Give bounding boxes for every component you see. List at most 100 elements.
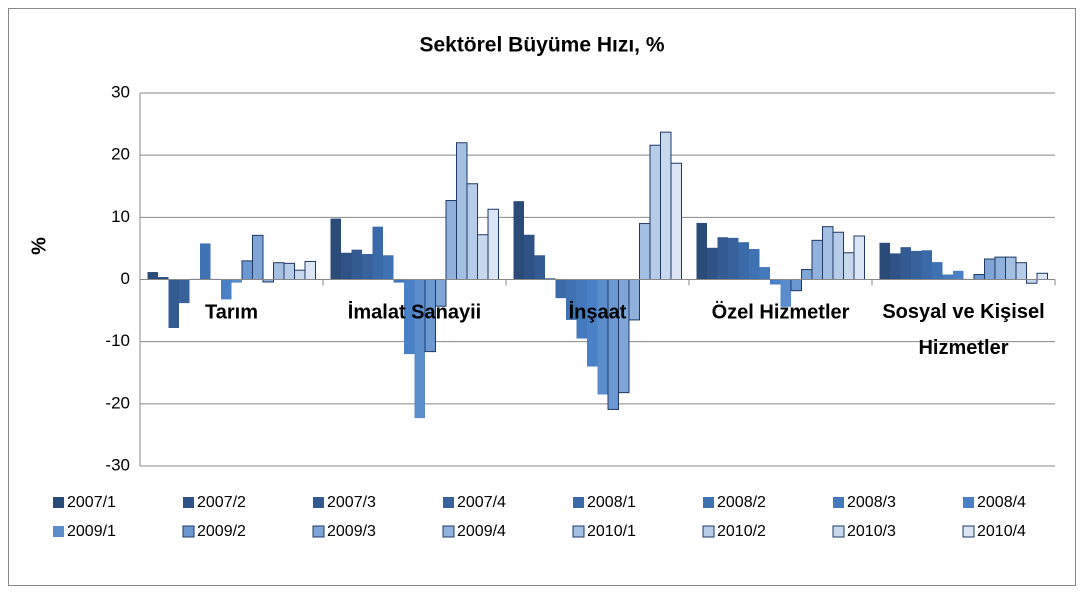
category-label: Özel Hizmetler [712,300,850,323]
bar [158,277,169,280]
bar [639,223,651,281]
y-tick-label: -20 [105,393,130,412]
bar [372,226,383,280]
legend-label: 2009/1 [67,523,116,540]
bar [696,222,707,280]
legend-swatch [963,497,974,508]
bar [900,247,911,280]
bar [200,243,211,280]
bar [717,237,728,280]
bar [414,279,425,419]
legend-label: 2008/1 [587,494,636,511]
category-label-line: Hizmetler [918,337,1008,359]
legend-swatch [182,525,195,538]
bar [587,279,598,367]
legend-label: 2010/2 [717,523,766,540]
bar [341,252,352,280]
bar [456,142,468,280]
legend-label: 2007/1 [67,494,116,511]
bar [911,250,922,280]
legend-label: 2009/4 [457,523,506,540]
bar [843,252,855,280]
bar [801,269,813,281]
bar [273,262,285,280]
bar [1036,272,1048,280]
bar [932,262,943,280]
bar [477,234,489,281]
bar [749,249,760,280]
bar [770,279,781,285]
legend-label: 2008/3 [847,494,896,511]
bar [1026,279,1038,284]
bar [670,162,682,280]
bar [921,250,932,280]
bar [994,256,1006,280]
legend-label: 2009/2 [197,523,246,540]
bar [822,226,834,281]
legend-swatch [443,497,454,508]
category-label: İnşaat [569,300,627,323]
legend-label: 2009/3 [327,523,376,540]
legend-label: 2010/1 [587,523,636,540]
legend-swatch [183,497,194,508]
legend-swatch [702,525,715,538]
bar [330,218,341,280]
category-label-line: Sosyal ve Kişisel [882,301,1044,323]
legend-label: 2010/4 [977,523,1026,540]
bar [728,237,739,280]
bar [351,249,362,280]
bar [513,201,524,280]
bar [618,279,630,394]
bar [487,208,499,280]
bar [890,253,901,280]
bar [879,242,890,280]
legend-label: 2007/2 [197,494,246,511]
bar [576,279,587,339]
legend-swatch [573,497,584,508]
bar [304,260,316,281]
legend-label: 2008/4 [977,494,1026,511]
bar [466,183,478,280]
legend-swatch [53,497,64,508]
bar [790,279,802,292]
bar [393,279,404,283]
bar [231,279,242,283]
legend-label: 2008/2 [717,494,766,511]
bar [241,260,253,281]
y-tick-label: 0 [121,269,130,288]
bar [984,258,996,280]
bar [294,269,306,280]
bar [707,247,718,280]
y-tick-label: 30 [111,82,130,101]
bar [283,262,295,281]
bar [660,131,672,280]
legend-swatch [312,525,325,538]
bar [973,274,985,281]
y-tick-label: 20 [111,145,130,164]
bar [780,279,791,307]
legend-swatch [313,497,324,508]
bar [555,279,566,299]
bar [566,279,577,320]
y-tick-label: -30 [105,455,130,474]
legend-swatch [53,526,64,537]
legend-swatch [962,525,975,538]
category-label: Tarım [205,301,258,323]
legend-label: 2007/4 [457,494,506,511]
y-tick-label: 10 [111,207,130,226]
bar [1005,256,1017,280]
bar [362,254,373,280]
legend-swatch [703,497,714,508]
legend-swatch [833,497,844,508]
bar [649,144,661,280]
bar [628,279,640,321]
bar [953,270,964,280]
legend-label: 2010/3 [847,523,896,540]
bar [147,272,158,280]
y-axis-label: % [28,237,50,255]
bar [597,279,608,395]
bar [942,274,953,280]
bar [383,255,394,280]
y-tick-label: -10 [105,331,130,350]
